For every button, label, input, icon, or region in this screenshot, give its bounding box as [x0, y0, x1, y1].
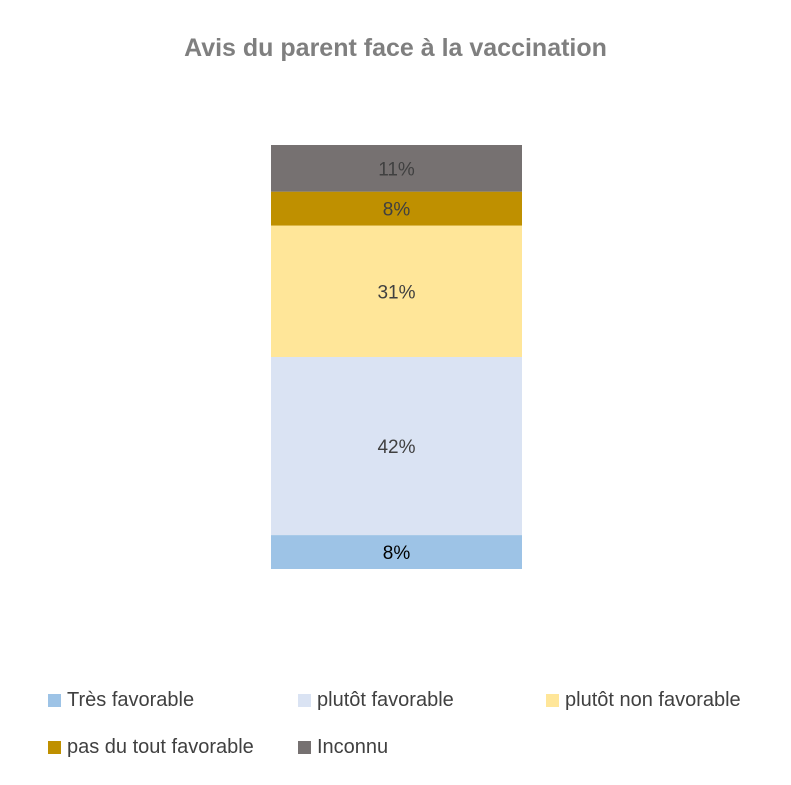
bar-segment-3 — [271, 225, 522, 357]
data-label-2: 42% — [377, 437, 415, 458]
data-label-4: 8% — [383, 200, 411, 221]
bar-segment-5 — [271, 145, 522, 192]
data-label-3: 31% — [377, 282, 415, 303]
data-label-5: 11% — [378, 159, 415, 180]
bar-segment-1 — [271, 535, 522, 569]
bar-segment-4 — [271, 191, 522, 226]
chart-title: Avis du parent face à la vaccination — [184, 34, 607, 62]
data-label-1: 8% — [383, 543, 411, 564]
bar-segment-2 — [271, 357, 522, 536]
